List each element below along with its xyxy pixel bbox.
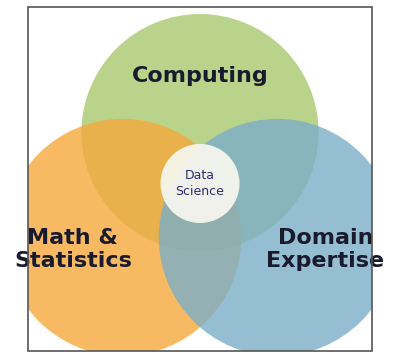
Circle shape: [82, 14, 318, 251]
Text: Computing: Computing: [132, 66, 268, 86]
Text: Math &
Statistics: Math & Statistics: [14, 228, 132, 271]
Text: Data
Science: Data Science: [176, 169, 224, 198]
Circle shape: [4, 119, 241, 356]
Text: Domain
Expertise: Domain Expertise: [266, 228, 384, 271]
Circle shape: [159, 119, 396, 356]
Circle shape: [160, 144, 240, 223]
